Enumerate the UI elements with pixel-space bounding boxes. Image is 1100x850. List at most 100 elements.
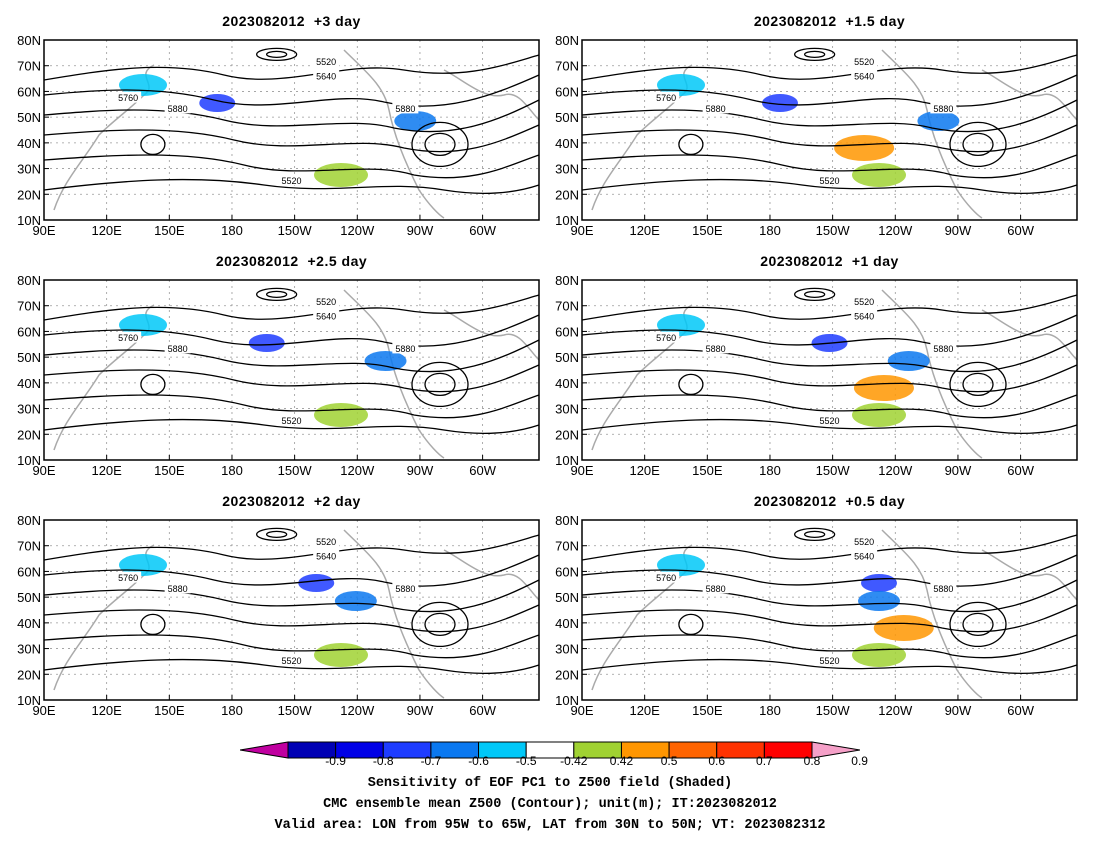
coastline xyxy=(343,49,445,219)
lat-tick-label: 50N xyxy=(17,350,41,365)
z500-contour xyxy=(140,133,166,156)
contour-label: 5760 xyxy=(118,573,138,583)
contour-label: 5880 xyxy=(706,104,726,114)
sensitivity-shading xyxy=(394,111,437,131)
sensitivity-shading xyxy=(917,111,960,131)
sensitivity-shading xyxy=(314,163,368,187)
coastline xyxy=(881,529,983,699)
lon-tick-label: 90W xyxy=(407,463,434,478)
lat-tick-label: 80N xyxy=(17,273,41,288)
z500-contour xyxy=(43,579,540,613)
contour-label-bg xyxy=(702,342,729,354)
lon-tick-label: 120W xyxy=(878,223,913,238)
colorbar-tick-label: 0.42 xyxy=(609,754,634,768)
lon-tick-label: 90W xyxy=(407,223,434,238)
colorbar-tick-label: 0.9 xyxy=(851,754,868,768)
lon-tick-label: 120W xyxy=(340,703,375,718)
lat-tick-label: 70N xyxy=(17,59,41,74)
z500-contour xyxy=(43,554,540,587)
lat-tick-label: 50N xyxy=(17,590,41,605)
contour-label: 5760 xyxy=(656,333,676,343)
lat-tick-label: 10N xyxy=(17,213,41,228)
lon-tick-label: 120E xyxy=(629,223,660,238)
lat-tick-label: 10N xyxy=(555,453,579,468)
lon-tick-label: 150E xyxy=(692,463,723,478)
z500-contour xyxy=(581,124,1078,153)
contour-label-bg xyxy=(164,102,191,114)
lat-tick-label: 30N xyxy=(555,162,579,177)
contour-label-bg xyxy=(115,331,142,343)
z500-contour xyxy=(140,373,166,396)
contour-label: 5520 xyxy=(281,656,301,666)
lon-tick-label: 90W xyxy=(945,223,972,238)
lat-tick-label: 20N xyxy=(555,667,579,682)
contour-label: 5760 xyxy=(118,93,138,103)
z500-contour xyxy=(424,372,456,397)
lat-tick-label: 70N xyxy=(555,299,579,314)
map-panel-6: 2023082012 +0.5 day 5520 5640 5760 5880 5880 5… xyxy=(555,493,1078,718)
z500-contour xyxy=(949,121,1007,168)
colorbar-tick-label: -0.8 xyxy=(372,754,394,768)
sensitivity-shading xyxy=(364,351,407,371)
lon-tick-label: 180 xyxy=(221,463,243,478)
lon-tick-label: 90E xyxy=(570,463,593,478)
map-plot: 5520 5640 5760 5880 5880 5520 80N 70N 60N 50N 40N 3… xyxy=(555,273,1078,478)
sensitivity-shading xyxy=(861,574,897,592)
lon-tick-label: 120E xyxy=(629,463,660,478)
lon-tick-label: 90E xyxy=(32,223,55,238)
contour-label-bg xyxy=(816,414,843,426)
z500-contour xyxy=(793,47,836,62)
map-frame xyxy=(43,279,540,461)
colorbar-max-arrow xyxy=(811,741,860,759)
contour-label: 5880 xyxy=(933,104,953,114)
lat-tick-label: 30N xyxy=(555,642,579,657)
sensitivity-shading xyxy=(852,163,906,187)
caption-line-2: CMC ensemble mean Z500 (Contour); unit(m… xyxy=(323,797,777,812)
z500-contour xyxy=(43,99,540,133)
contour-label-bg xyxy=(851,550,878,561)
lat-tick-label: 70N xyxy=(555,539,579,554)
z500-contour xyxy=(265,530,288,539)
panel-title: 2023082012 +2 day xyxy=(222,493,361,509)
contour-label: 5880 xyxy=(933,584,953,594)
colorbar-tick-label: 0.7 xyxy=(756,754,773,768)
lon-tick-label: 180 xyxy=(221,223,243,238)
lat-tick-label: 20N xyxy=(17,667,41,682)
map-frame xyxy=(581,279,1078,461)
sensitivity-shading xyxy=(873,615,934,641)
z500-contour xyxy=(949,361,1007,408)
lon-tick-label: 150W xyxy=(816,703,851,718)
z500-contour xyxy=(140,613,166,636)
contour-label: 5520 xyxy=(281,176,301,186)
z500-contour xyxy=(581,554,1078,587)
map-frame xyxy=(43,39,540,221)
contour-label-bg xyxy=(278,174,305,186)
contour-label-bg xyxy=(392,102,419,114)
z500-contour xyxy=(581,418,1078,435)
lon-tick-label: 60W xyxy=(469,463,496,478)
caption-line-1: Sensitivity of EOF PC1 to Z500 field (Sh… xyxy=(367,776,733,791)
lon-tick-label: 90E xyxy=(570,223,593,238)
lat-tick-label: 60N xyxy=(555,324,579,339)
map-plot: 5520 5640 5760 5880 5880 5520 80N 70N 60N 50N 40N 3… xyxy=(17,33,540,238)
z500-contour xyxy=(581,604,1078,633)
lat-tick-label: 40N xyxy=(17,616,41,631)
z500-contour xyxy=(43,418,540,435)
sensitivity-shading xyxy=(314,643,368,667)
map-plot: 5520 5640 5760 5880 5880 5520 80N 70N 60N 50N 40N 3… xyxy=(555,33,1078,238)
lon-tick-label: 120E xyxy=(91,463,122,478)
lat-tick-label: 80N xyxy=(17,33,41,48)
panel-title: 2023082012 +1 day xyxy=(760,253,899,269)
contour-label: 5520 xyxy=(819,656,839,666)
contour-label-bg xyxy=(930,582,957,594)
contour-label: 5760 xyxy=(118,333,138,343)
contour-label-bg xyxy=(653,571,680,583)
coastline xyxy=(343,289,445,459)
lat-tick-label: 20N xyxy=(17,187,41,202)
z500-contour xyxy=(43,294,540,321)
z500-contour xyxy=(255,287,298,302)
lat-tick-label: 30N xyxy=(17,642,41,657)
map-panel-2: 2023082012 +1.5 day 5520 5640 5760 5880 5880 5… xyxy=(555,13,1078,238)
lat-tick-label: 40N xyxy=(17,376,41,391)
lat-tick-label: 20N xyxy=(17,427,41,442)
